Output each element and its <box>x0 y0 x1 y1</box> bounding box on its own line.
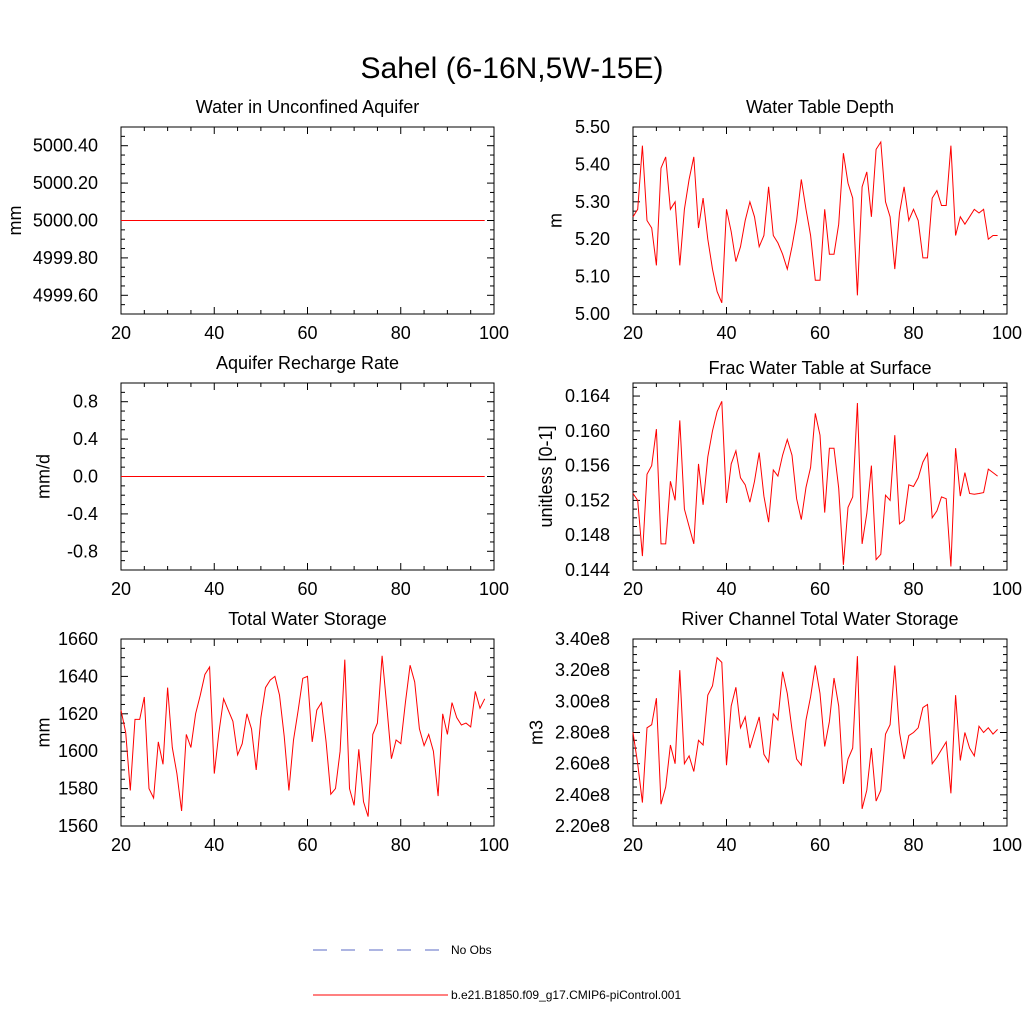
x-tick-label: 60 <box>297 323 317 343</box>
y-tick-label: 0.144 <box>565 560 610 580</box>
y-tick-label: -0.4 <box>67 504 98 524</box>
y-axis-label: mm <box>34 718 54 748</box>
x-tick-label: 80 <box>903 323 923 343</box>
y-tick-label: 2.40e8 <box>555 785 610 805</box>
x-tick-label: 100 <box>992 323 1022 343</box>
chart-panel-3: Aquifer Recharge Rate 20 40 60 80 100 -0.8 -0.4… <box>34 353 509 599</box>
panel-title: Water in Unconfined Aquifer <box>196 97 419 117</box>
x-tick-label: 40 <box>716 579 736 599</box>
x-tick-label: 100 <box>479 579 509 599</box>
x-tick-label: 60 <box>297 835 317 855</box>
chart-panel-5: Total Water Storage 20 40 60 80 100 1560 1580 16… <box>34 609 509 855</box>
y-tick-label: 5000.40 <box>33 136 98 156</box>
y-tick-label: 5.20 <box>575 229 610 249</box>
y-axis-label: mm <box>5 206 25 236</box>
legend: No Obs b.e21.B1850.f09_g17.CMIP6-piContr… <box>313 943 681 1002</box>
y-axis-label: unitless [0-1] <box>536 425 556 527</box>
chart-panels: Water in Unconfined Aquifer 20 40 60 80 100 49… <box>5 97 1022 855</box>
y-tick-label: 4999.80 <box>33 248 98 268</box>
panel-title: Frac Water Table at Surface <box>708 358 931 378</box>
y-tick-label: 3.40e8 <box>555 629 610 649</box>
x-tick-label: 20 <box>623 579 643 599</box>
series-line <box>120 655 486 817</box>
y-tick-label: 0.148 <box>565 525 610 545</box>
x-tick-label: 60 <box>810 835 830 855</box>
y-axis-label: mm/d <box>34 454 54 499</box>
x-tick-label: 40 <box>204 835 224 855</box>
series-line <box>632 140 998 303</box>
y-tick-label: 0.156 <box>565 456 610 476</box>
x-tick-label: 60 <box>810 323 830 343</box>
x-tick-label: 80 <box>903 579 923 599</box>
y-tick-label: 0.0 <box>73 467 98 487</box>
y-tick-label: 5000.20 <box>33 173 98 193</box>
y-tick-label: 5.50 <box>575 117 610 137</box>
x-tick-label: 100 <box>479 323 509 343</box>
x-tick-label: 80 <box>391 323 411 343</box>
y-tick-label: 5.10 <box>575 267 610 287</box>
y-tick-label: 5000.00 <box>33 211 98 231</box>
chart-panel-6: River Channel Total Water Storage 20 40 60 8… <box>526 609 1022 855</box>
y-tick-label: 5.30 <box>575 192 610 212</box>
y-axis-label: m <box>546 213 566 228</box>
y-tick-label: 0.160 <box>565 421 610 441</box>
y-tick-label: 0.4 <box>73 429 98 449</box>
chart-panel-4: Frac Water Table at Surface 20 40 60 80 100 0.… <box>536 358 1022 599</box>
legend-model-label: b.e21.B1850.f09_g17.CMIP6-piControl.001 <box>451 988 681 1002</box>
y-tick-label: 1600 <box>58 741 98 761</box>
y-tick-label: 3.00e8 <box>555 691 610 711</box>
y-tick-label: 2.80e8 <box>555 723 610 743</box>
x-tick-label: 40 <box>204 323 224 343</box>
x-tick-label: 20 <box>111 579 131 599</box>
y-tick-label: 3.20e8 <box>555 660 610 680</box>
x-tick-label: 40 <box>716 323 736 343</box>
y-tick-label: 2.60e8 <box>555 754 610 774</box>
y-tick-label: 4999.60 <box>33 285 98 305</box>
y-axis-label: m3 <box>526 720 546 745</box>
x-tick-label: 20 <box>111 323 131 343</box>
x-tick-label: 100 <box>992 579 1022 599</box>
x-tick-label: 80 <box>391 835 411 855</box>
y-tick-label: 5.40 <box>575 154 610 174</box>
x-tick-label: 20 <box>111 835 131 855</box>
plot-frame <box>120 638 495 827</box>
series-line <box>632 401 998 567</box>
y-tick-label: 0.152 <box>565 490 610 510</box>
y-tick-label: 5.00 <box>575 304 610 324</box>
chart-panel-2: Water Table Depth 20 40 60 80 100 5.00 5.10 5.20… <box>546 97 1022 343</box>
y-tick-label: 0.8 <box>73 392 98 412</box>
plot-frame <box>632 382 1008 571</box>
legend-obs-label: No Obs <box>451 943 492 957</box>
x-tick-label: 60 <box>297 579 317 599</box>
x-tick-label: 100 <box>992 835 1022 855</box>
plot-frame <box>632 638 1008 827</box>
y-tick-label: 0.164 <box>565 386 610 406</box>
y-tick-label: 1660 <box>58 629 98 649</box>
x-tick-label: 60 <box>810 579 830 599</box>
x-tick-label: 80 <box>903 835 923 855</box>
x-tick-label: 80 <box>391 579 411 599</box>
y-tick-label: 1560 <box>58 816 98 836</box>
y-tick-label: 1580 <box>58 779 98 799</box>
x-tick-label: 20 <box>623 323 643 343</box>
panel-title: Water Table Depth <box>746 97 894 117</box>
x-tick-label: 100 <box>479 835 509 855</box>
y-tick-label: 2.20e8 <box>555 816 610 836</box>
panel-title: Aquifer Recharge Rate <box>216 353 399 373</box>
x-tick-label: 40 <box>204 579 224 599</box>
panel-title: Total Water Storage <box>228 609 386 629</box>
y-tick-label: -0.8 <box>67 541 98 561</box>
series-line <box>632 656 998 810</box>
y-tick-label: 1640 <box>58 666 98 686</box>
x-tick-label: 40 <box>716 835 736 855</box>
figure-title: Sahel (6-16N,5W-15E) <box>361 52 664 85</box>
panel-title: River Channel Total Water Storage <box>681 609 958 629</box>
y-tick-label: 1620 <box>58 704 98 724</box>
chart-panel-1: Water in Unconfined Aquifer 20 40 60 80 100 49… <box>5 97 509 343</box>
x-tick-label: 20 <box>623 835 643 855</box>
